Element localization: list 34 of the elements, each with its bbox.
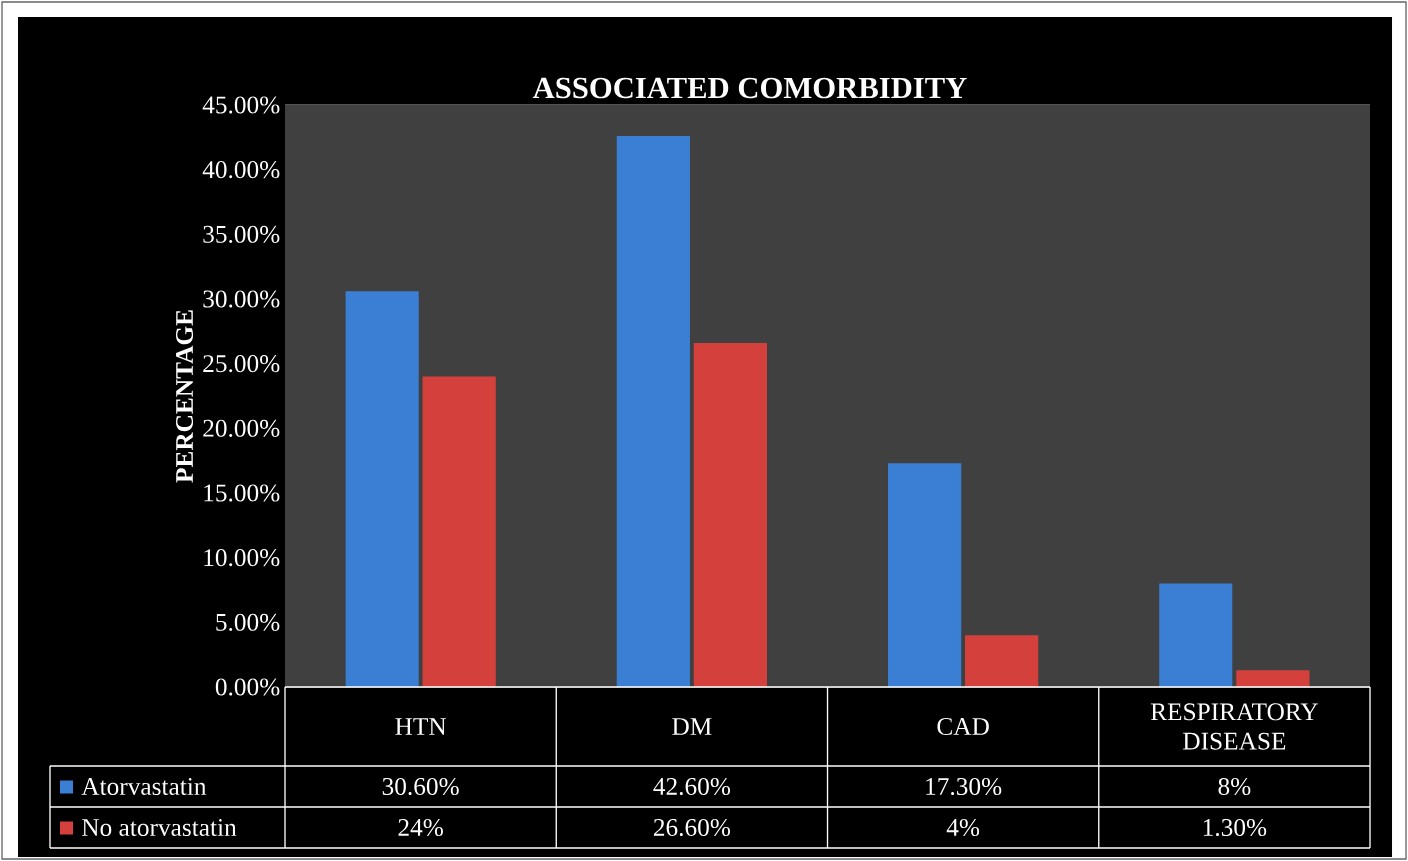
bar [1159,583,1233,687]
x-tick-label: CAD [937,718,989,736]
x-tick-label: DM [672,718,712,735]
data-label: 1.30% [1203,818,1267,837]
legend-label: No atorvastatin [82,819,237,837]
bar [965,635,1039,687]
x-tick-label: RESPIRATORY DISEASE [1150,703,1318,750]
data-label: 4% [946,818,980,837]
data-label: 30.60% [382,777,459,796]
y-tick-label: 40.00% [202,161,280,179]
y-tick-label: 10.00% [204,549,280,567]
legend-label: Atorvastatin [81,778,207,796]
y-tick-label: 0.00% [215,678,280,696]
data-label: 24% [398,818,443,837]
y-tick-label: 15.00% [204,484,280,502]
y-tick-label: 25.00% [203,355,280,373]
bar [888,463,962,687]
y-tick-label: 35.00% [203,225,280,243]
data-label: 26.60% [653,818,731,837]
x-tick-label: HTN [395,718,447,735]
chart-title: ASSOCIATED COMORBIDITY [532,77,967,99]
bar [616,136,690,687]
y-tick-label: 45.00% [202,96,280,114]
bar [422,376,496,687]
bar [693,342,768,687]
data-label: 8% [1218,777,1251,796]
y-tick-label: 20.00% [203,419,280,437]
y-tick-label: 30.00% [203,290,280,308]
y-tick-label: 5.00% [216,613,280,631]
bar [345,291,419,687]
y-axis-title: PERCENTAGE [176,310,194,483]
data-label: 42.60% [653,777,731,796]
bar [1236,670,1310,687]
data-label: 17.30% [926,777,1002,796]
